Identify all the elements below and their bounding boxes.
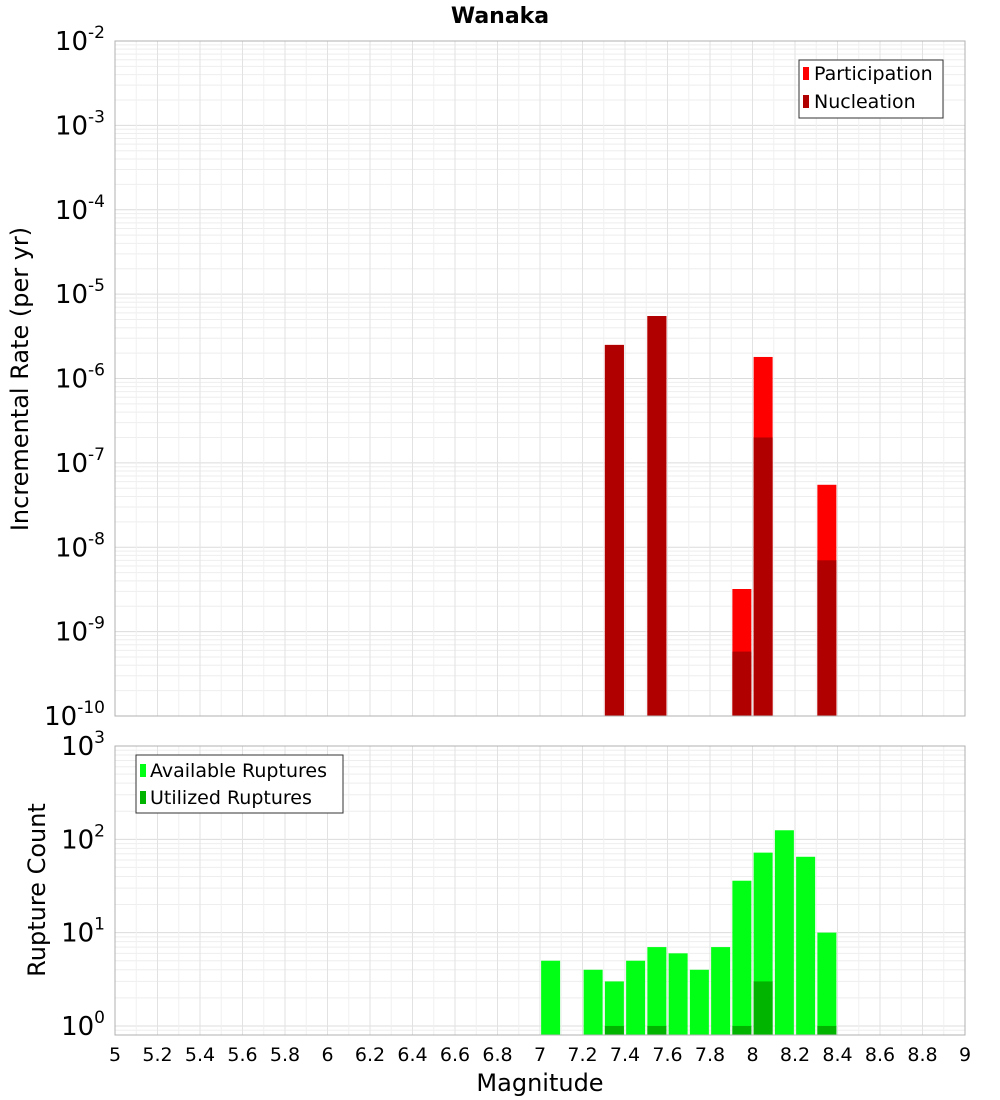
x-tick-label: 6.2 <box>355 1044 385 1066</box>
x-tick-label: 5.6 <box>227 1044 257 1066</box>
y-tick-label: 10-5 <box>55 276 105 310</box>
bar-available-ruptures <box>583 969 603 1035</box>
x-tick-label: 7.2 <box>567 1044 597 1066</box>
x-tick-label: 6.6 <box>440 1044 470 1066</box>
x-axis-label: Magnitude <box>476 1069 603 1097</box>
bar-utilized-ruptures <box>647 1025 667 1035</box>
legend-swatch-participation <box>803 67 809 80</box>
y-tick-label: 10-10 <box>44 698 105 732</box>
bar-nucleation <box>732 651 752 716</box>
bottom-plot-frame <box>114 745 966 1036</box>
y-tick-label: 101 <box>61 915 105 949</box>
bar-utilized-ruptures <box>753 981 773 1035</box>
y-tick-label: 10-7 <box>55 445 105 479</box>
bar-available-ruptures <box>689 969 709 1035</box>
y-tick-label: 10-8 <box>55 529 105 563</box>
top-plot-frame <box>114 40 966 717</box>
x-tick-label: 7.8 <box>695 1044 725 1066</box>
bar-available-ruptures <box>647 947 667 1035</box>
bar-available-ruptures <box>668 953 688 1035</box>
bar-available-ruptures <box>817 932 837 1035</box>
bar-available-ruptures <box>774 830 794 1035</box>
bar-utilized-ruptures <box>732 1025 752 1035</box>
x-tick-label: 8.8 <box>907 1044 937 1066</box>
legend-label-utilized-ruptures: Utilized Ruptures <box>150 787 312 809</box>
legend-swatch-utilized-ruptures <box>140 791 146 804</box>
x-tick-label: 5.8 <box>270 1044 300 1066</box>
top-y-tick-labels: 10-2 10-3 10-4 10-5 10-6 10-7 10-8 10-9 10-10 <box>44 23 105 732</box>
y-tick-label: 10-3 <box>55 107 105 141</box>
x-tick-label: 7.4 <box>610 1044 640 1066</box>
x-tick-label: 6.8 <box>482 1044 512 1066</box>
bar-nucleation <box>604 344 624 716</box>
bar-available-ruptures <box>711 947 731 1035</box>
bar-nucleation <box>753 437 773 716</box>
x-tick-label: 7 <box>534 1044 546 1066</box>
top-plot-bars <box>604 316 837 716</box>
bar-available-ruptures <box>796 856 816 1035</box>
y-tick-label: 10-2 <box>55 23 105 57</box>
bar-utilized-ruptures <box>817 1025 837 1035</box>
bar-available-ruptures <box>626 960 646 1035</box>
x-tick-label: 7.6 <box>652 1044 682 1066</box>
top-plot-grid <box>114 40 966 717</box>
y-tick-label: 10-4 <box>55 192 105 226</box>
y-tick-label: 10-6 <box>55 361 105 395</box>
x-tick-label: 6.4 <box>397 1044 427 1066</box>
legend-label-participation: Participation <box>814 63 933 85</box>
x-tick-label: 5 <box>109 1044 121 1066</box>
x-tick-label: 8.2 <box>780 1044 810 1066</box>
top-legend-box <box>798 59 944 119</box>
y-tick-label: 102 <box>61 821 105 855</box>
x-tick-label: 8.6 <box>865 1044 895 1066</box>
x-tick-label: 9 <box>959 1044 971 1066</box>
bar-available-ruptures <box>604 981 624 1035</box>
bar-nucleation <box>817 560 837 716</box>
y-tick-label: 100 <box>61 1008 105 1042</box>
x-tick-label: 8 <box>746 1044 758 1066</box>
y-tick-label: 10-9 <box>55 614 105 648</box>
x-tick-labels: 5 5.2 5.4 5.6 5.8 6 6.2 6.4 6.6 6.8 7 7.2 7.4 7.6 7.8 8… <box>109 1044 971 1066</box>
bottom-legend: Available Ruptures Utilized Ruptures <box>135 754 344 814</box>
legend-swatch-nucleation <box>803 95 809 108</box>
bottom-plot-bars <box>541 830 837 1035</box>
y-tick-label: 103 <box>61 728 105 762</box>
bar-available-ruptures <box>541 960 561 1035</box>
x-tick-label: 6 <box>321 1044 333 1066</box>
top-y-axis-label: Incremental Rate (per yr) <box>6 227 34 531</box>
bar-utilized-ruptures <box>604 1025 624 1035</box>
legend-swatch-available-ruptures <box>140 764 146 777</box>
bottom-y-axis-label: Rupture Count <box>23 803 51 977</box>
x-tick-label: 8.4 <box>822 1044 852 1066</box>
top-legend: Participation Nucleation <box>798 59 944 119</box>
x-tick-label: 5.2 <box>142 1044 172 1066</box>
bottom-y-tick-labels: 103 102 101 100 <box>61 728 105 1042</box>
bar-available-ruptures <box>732 880 752 1035</box>
x-tick-label: 5.4 <box>185 1044 215 1066</box>
legend-label-available-ruptures: Available Ruptures <box>150 760 327 782</box>
legend-label-nucleation: Nucleation <box>814 91 916 113</box>
chart-title: Wanaka <box>451 4 549 29</box>
bar-nucleation <box>647 316 667 716</box>
bottom-legend-box <box>135 754 344 814</box>
